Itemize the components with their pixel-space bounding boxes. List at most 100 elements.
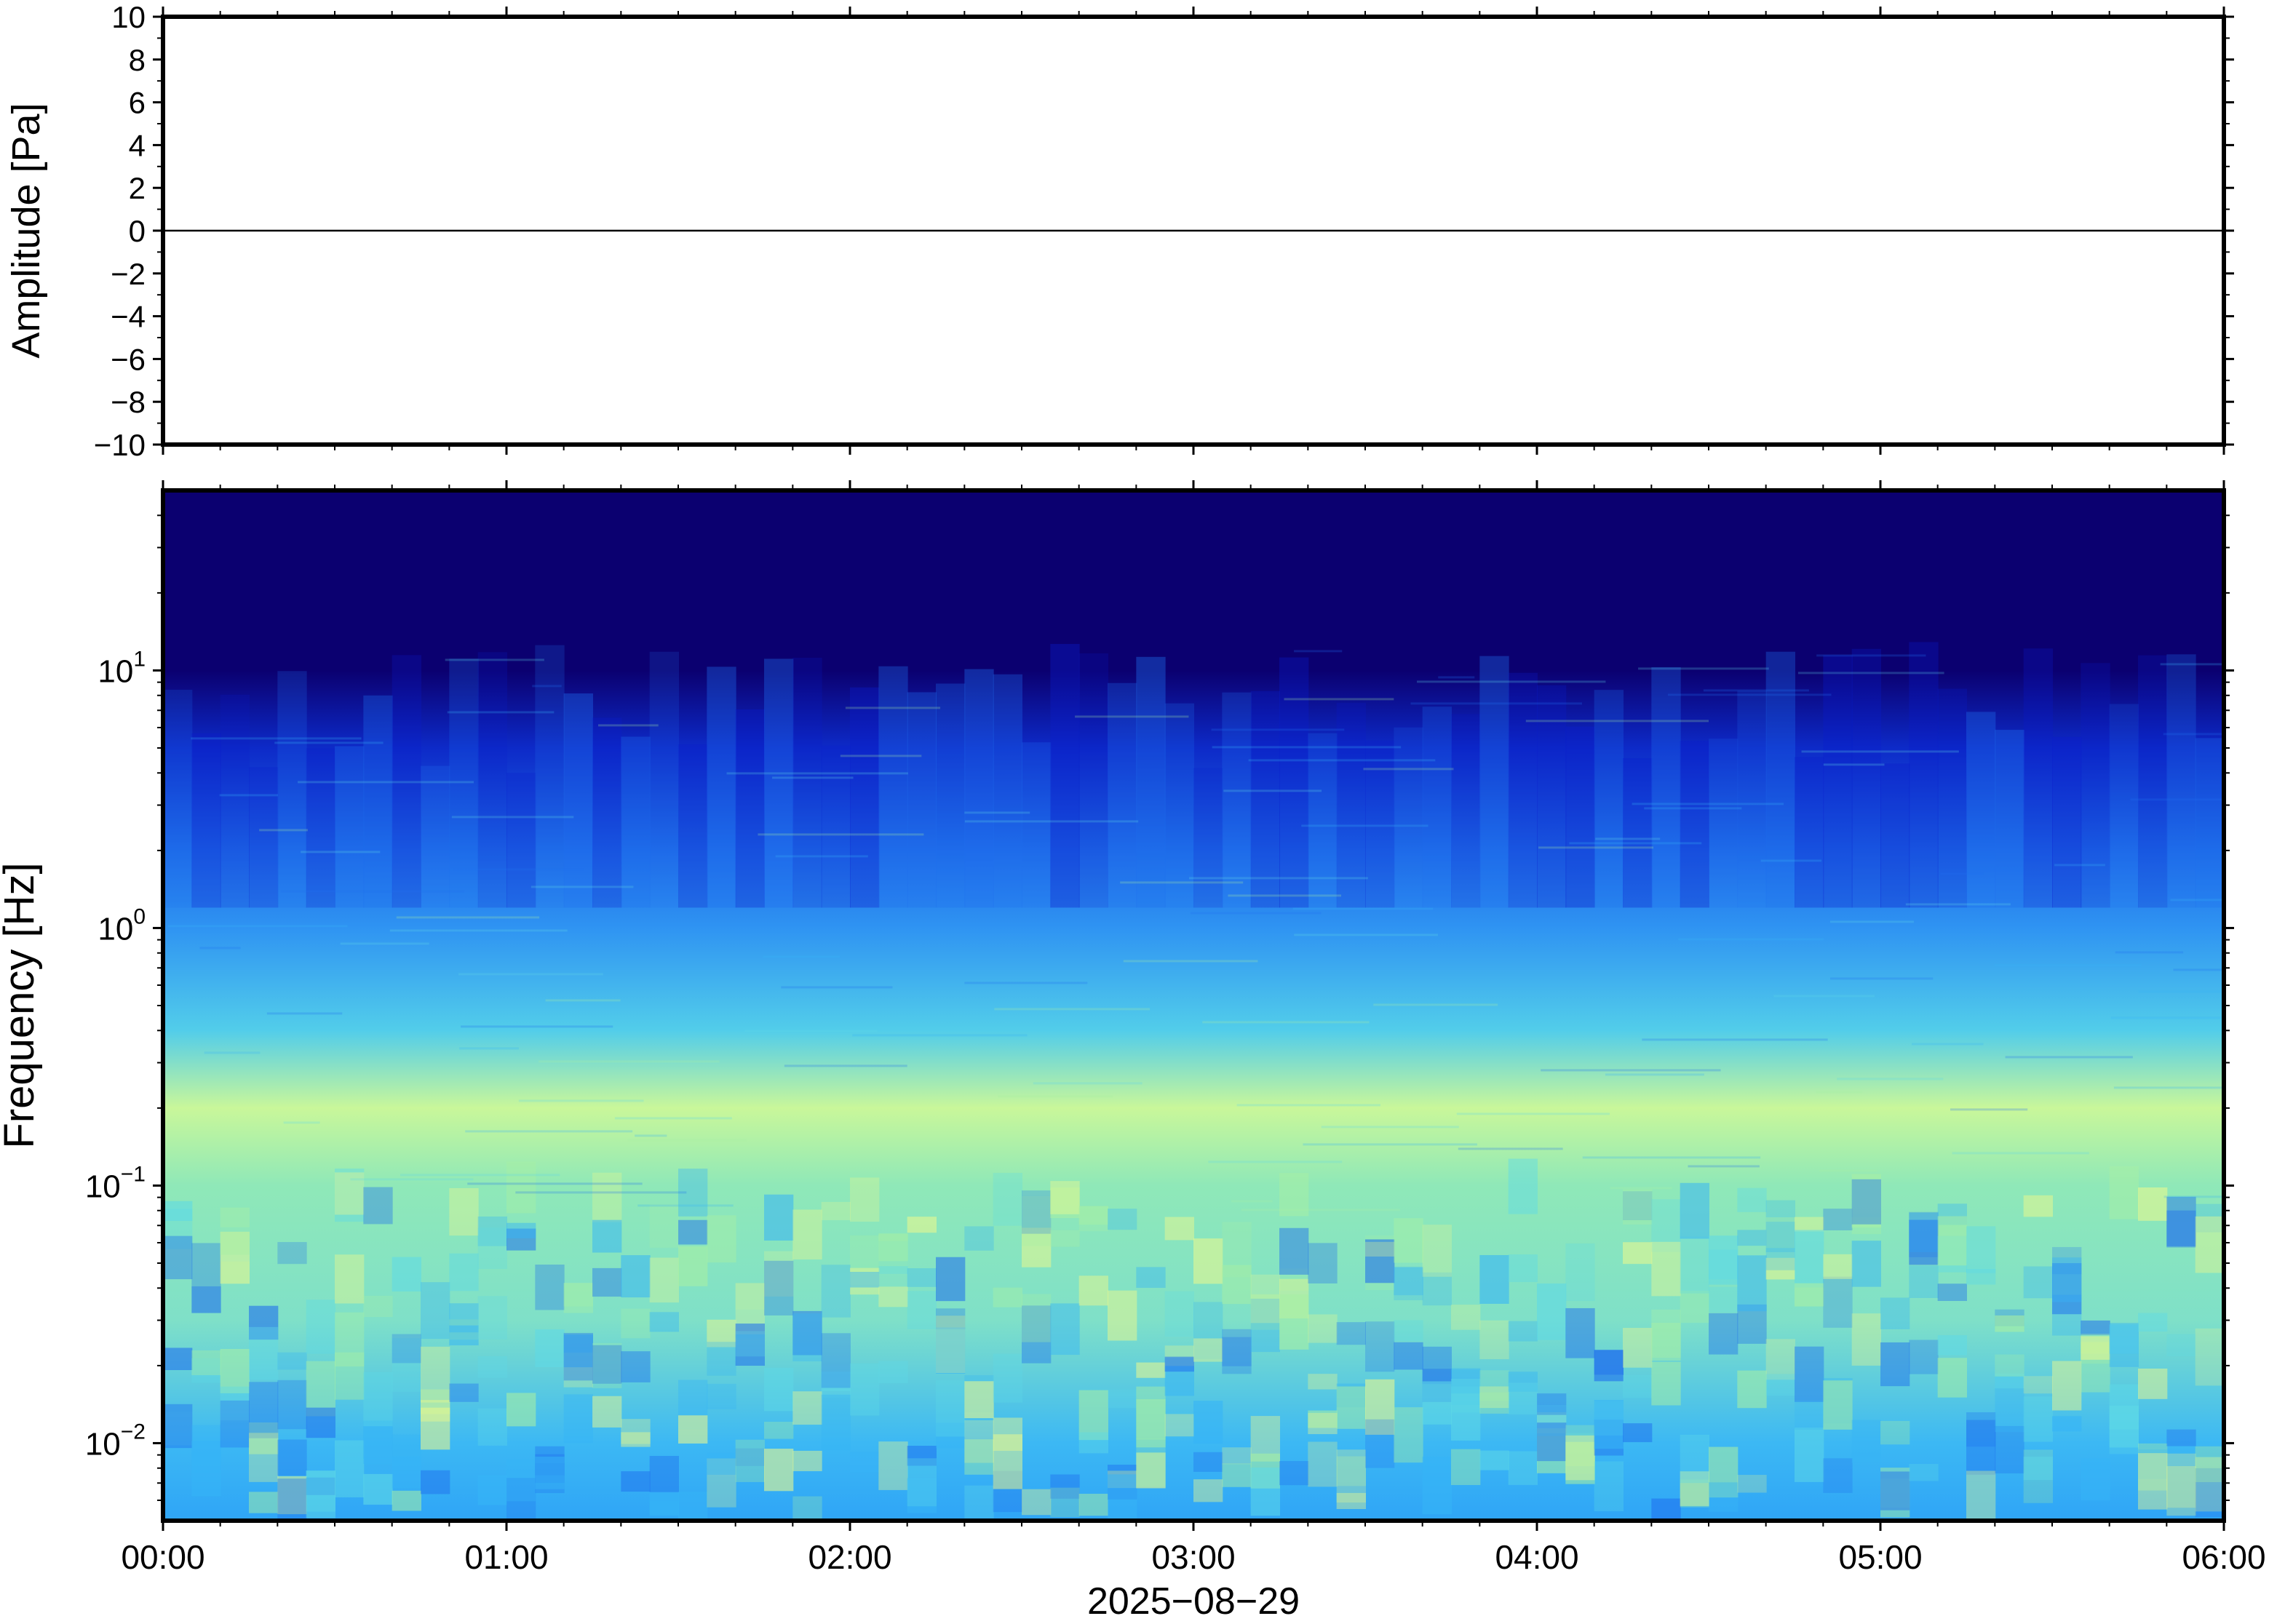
spectrogram-cell — [764, 1422, 794, 1439]
spectrogram-cell — [277, 1476, 307, 1515]
spectrogram-cell — [1279, 1460, 1309, 1486]
spectrogram-cell — [621, 1432, 651, 1447]
spectrogram-cell — [2166, 1196, 2196, 1246]
spectrogram-cell — [506, 1228, 536, 1251]
spectrogram-streak — [1525, 720, 1709, 723]
spectrogram-cell — [1422, 1225, 1452, 1277]
spectrogram-streak — [191, 737, 362, 740]
spectrogram-cell — [621, 1351, 651, 1382]
spectrogram-cell — [1651, 1309, 1681, 1358]
amplitude-y-tick-label: −8 — [111, 385, 146, 419]
spectrogram-cell — [678, 1246, 708, 1286]
spectrogram-cell — [163, 1201, 193, 1221]
spectrogram-column-upper — [421, 765, 450, 908]
spectrogram-cell — [1422, 1381, 1452, 1425]
spectrogram-cell — [936, 1308, 966, 1329]
spectrogram-cell — [277, 1380, 307, 1430]
spectrogram-streak — [1797, 672, 1944, 674]
spectrogram-streak — [1417, 680, 1606, 683]
spectrogram-cell — [1164, 1356, 1194, 1372]
spectrogram-cell — [1880, 1471, 1910, 1510]
spectrogram-streak — [994, 1008, 1151, 1011]
spectrogram-cell — [163, 1411, 193, 1446]
spectrogram-cell — [1479, 1392, 1509, 1414]
spectrogram-cell — [1823, 1276, 1853, 1328]
spectrogram-cell — [191, 1243, 221, 1286]
spectrogram-cell — [563, 1283, 593, 1313]
spectrogram-cell — [535, 1265, 565, 1310]
spectrogram-cell — [1394, 1342, 1423, 1370]
spectrogram-cell — [421, 1346, 450, 1403]
spectrogram-cell — [592, 1345, 622, 1384]
spectrogram-cell — [2166, 1210, 2196, 1248]
spectrogram-cell — [1823, 1458, 1853, 1493]
spectrogram-cell — [1479, 1450, 1509, 1470]
spectrogram-cell — [1250, 1467, 1280, 1516]
spectrogram-cell — [1937, 1335, 1967, 1356]
spectrogram-cell — [1250, 1294, 1280, 1330]
spectrogram-cell — [1880, 1478, 1910, 1508]
spectrogram-streak — [627, 1139, 747, 1142]
spectrogram-streak — [531, 885, 634, 888]
spectrogram-cell — [649, 1492, 679, 1516]
spectrogram-cell — [506, 1161, 536, 1214]
spectrogram-column-upper — [220, 694, 250, 908]
spectrogram-cell — [1709, 1235, 1738, 1285]
spectrogram-cell — [1279, 1173, 1309, 1217]
spectrogram-cell — [506, 1459, 536, 1502]
spectrogram-column-upper — [764, 658, 794, 908]
spectrogram-cell — [1308, 1441, 1338, 1487]
spectrogram-streak — [2113, 1086, 2224, 1089]
spectrogram-cell — [850, 1267, 880, 1295]
spectrogram-column-upper — [2195, 738, 2224, 908]
spectrogram-cell — [477, 1475, 507, 1505]
spectrogram-cell — [1422, 1272, 1452, 1306]
spectrogram-streak — [781, 986, 893, 989]
spectrogram-cell — [821, 1265, 851, 1318]
spectrogram-cell — [191, 1441, 221, 1497]
spectrogram-column-upper — [1422, 706, 1452, 908]
spectrogram-cell — [678, 1492, 708, 1521]
spectrogram-streak — [219, 794, 278, 797]
spectrogram-column-upper — [2109, 704, 2139, 908]
spectrogram-cell — [1651, 1241, 1681, 1297]
spectrogram-column-upper — [1795, 757, 1824, 908]
spectrogram-cell — [1250, 1298, 1280, 1353]
spectrogram-cell — [1050, 1487, 1080, 1518]
spectrogram-cell — [1765, 1222, 1795, 1270]
spectrogram-cell — [1078, 1432, 1108, 1454]
spectrogram-y-ticks: 101 100 10−1 10−2 — [85, 514, 2234, 1501]
spectrogram-streak — [2163, 733, 2224, 736]
amplitude-panel: 10 8 6 4 2 0 −2 −4 −6 −8 −10 Amplitude [Pa] — [4, 0, 2234, 462]
spectrogram-cell — [363, 1187, 393, 1225]
spectrogram-streak — [1569, 842, 1702, 845]
spectrogram-cell — [821, 1333, 851, 1388]
spectrogram-cell — [1022, 1489, 1052, 1516]
spectrogram-column-upper — [1651, 666, 1681, 908]
spectrogram-streak — [1223, 789, 1322, 792]
spectrogram-streak — [1801, 750, 1959, 753]
spectrogram-streak — [2173, 968, 2224, 971]
spectrogram-streak — [1830, 977, 1934, 980]
spectrogram-streak — [1837, 1078, 1944, 1080]
spectrogram-streak — [1248, 759, 1436, 762]
spectrogram-column-upper — [907, 692, 937, 908]
spectrogram-cell — [1108, 1290, 1137, 1341]
spectrogram-y-tick-label: 10−1 — [85, 1162, 146, 1204]
spectrogram-cell — [878, 1233, 908, 1267]
spectrogram-cell — [2195, 1468, 2224, 1518]
spectrogram-cell — [220, 1400, 250, 1448]
spectrogram-cell — [2052, 1416, 2082, 1432]
spectrogram-streak — [1033, 1082, 1143, 1085]
spectrogram-columns — [163, 642, 2224, 1521]
spectrogram-streak — [1610, 1187, 1672, 1190]
spectrogram-streak — [1688, 1165, 1760, 1168]
spectrogram-streak — [298, 781, 474, 784]
spectrogram-cell — [1365, 1419, 1395, 1468]
spectrogram-streak — [1538, 846, 1654, 849]
spectrogram-cell — [1995, 1315, 2024, 1332]
spectrogram-column-upper — [2023, 648, 2053, 908]
spectrogram-cell — [1565, 1243, 1595, 1302]
spectrogram-cell — [1765, 1374, 1795, 1396]
spectrogram-column-upper — [506, 773, 536, 908]
